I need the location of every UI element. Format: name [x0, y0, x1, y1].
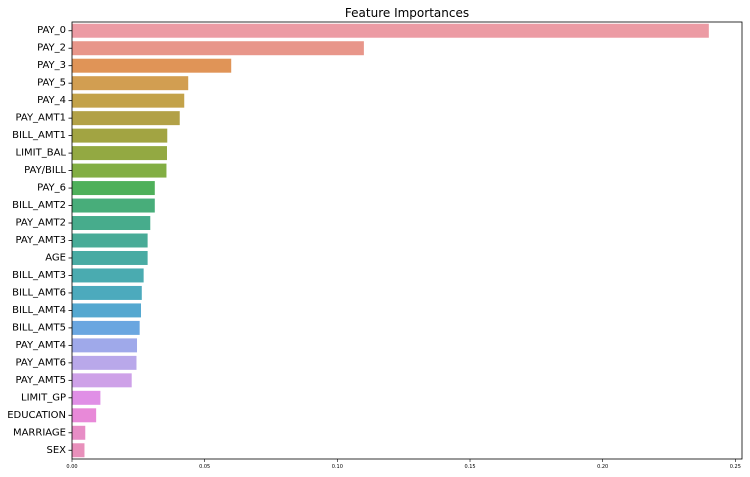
x-tick-label: 0.15	[464, 464, 475, 470]
y-tick-label: BILL_AMT3	[12, 270, 66, 281]
bar	[72, 285, 142, 300]
bar	[72, 425, 86, 440]
y-tick-label: PAY_AMT4	[15, 340, 66, 351]
y-tick-label: SEX	[46, 445, 66, 456]
bar	[72, 23, 709, 38]
y-tick-label: PAY_AMT1	[15, 113, 66, 124]
y-tick-label: EDUCATION	[7, 410, 66, 421]
x-tick-label: 0.05	[199, 464, 210, 470]
chart-title: Feature Importances	[345, 6, 469, 20]
x-tick-label: 0.10	[332, 464, 343, 470]
y-tick-label: PAY_5	[37, 78, 66, 89]
bar	[72, 163, 167, 178]
y-tick-label: BILL_AMT6	[12, 287, 66, 298]
bar	[72, 338, 138, 353]
y-tick-label: BILL_AMT5	[12, 322, 66, 333]
bar	[72, 198, 155, 213]
x-tick-label: 0.25	[730, 464, 741, 470]
y-tick-label: PAY_AMT5	[15, 375, 66, 386]
y-tick-label: PAY_4	[37, 95, 66, 106]
y-tick-label: BILL_AMT1	[12, 130, 66, 141]
bar	[72, 93, 185, 108]
y-tick-label: PAY_2	[37, 43, 66, 54]
bar	[72, 320, 140, 335]
x-axis: 0.00 0.05 0.10 0.15 0.20 0.25	[66, 459, 741, 470]
y-tick-label: BILL_AMT2	[12, 200, 66, 211]
y-axis: PAY_0 PAY_2 PAY_3 PAY_5 PAY_4 PAY_AMT1 BILL_AM…	[7, 25, 72, 456]
y-tick-label: PAY_0	[37, 25, 66, 36]
y-tick-label: MARRIAGE	[13, 427, 66, 438]
y-tick-label: PAY_6	[37, 183, 66, 194]
bar	[72, 250, 148, 265]
bar	[72, 76, 189, 91]
bar	[72, 146, 167, 161]
bar	[72, 233, 148, 248]
bar	[72, 303, 141, 318]
bar	[72, 58, 232, 73]
bar	[72, 41, 364, 56]
bar	[72, 128, 168, 143]
y-tick-label: LIMIT_BAL	[16, 148, 67, 159]
bar	[72, 390, 101, 405]
x-tick-label: 0.00	[66, 464, 77, 470]
y-tick-label: PAY_AMT6	[15, 357, 66, 368]
plot-frame	[71, 21, 743, 460]
bar	[72, 216, 151, 231]
bars-layer	[72, 23, 709, 458]
y-tick-label: AGE	[45, 252, 66, 263]
y-tick-label: BILL_AMT4	[12, 305, 66, 316]
y-tick-label: PAY_3	[37, 60, 66, 71]
y-tick-label: PAY/BILL	[24, 165, 66, 176]
bar	[72, 355, 137, 370]
y-tick-label: PAY_AMT2	[15, 218, 66, 229]
y-tick-label: PAY_AMT3	[15, 235, 66, 246]
bar	[72, 111, 180, 126]
bar	[72, 268, 144, 283]
bar	[72, 181, 155, 196]
bar	[72, 373, 132, 388]
bar	[72, 443, 85, 458]
y-tick-label: LIMIT_GP	[21, 392, 66, 403]
bar	[72, 408, 97, 423]
x-tick-label: 0.20	[597, 464, 608, 470]
